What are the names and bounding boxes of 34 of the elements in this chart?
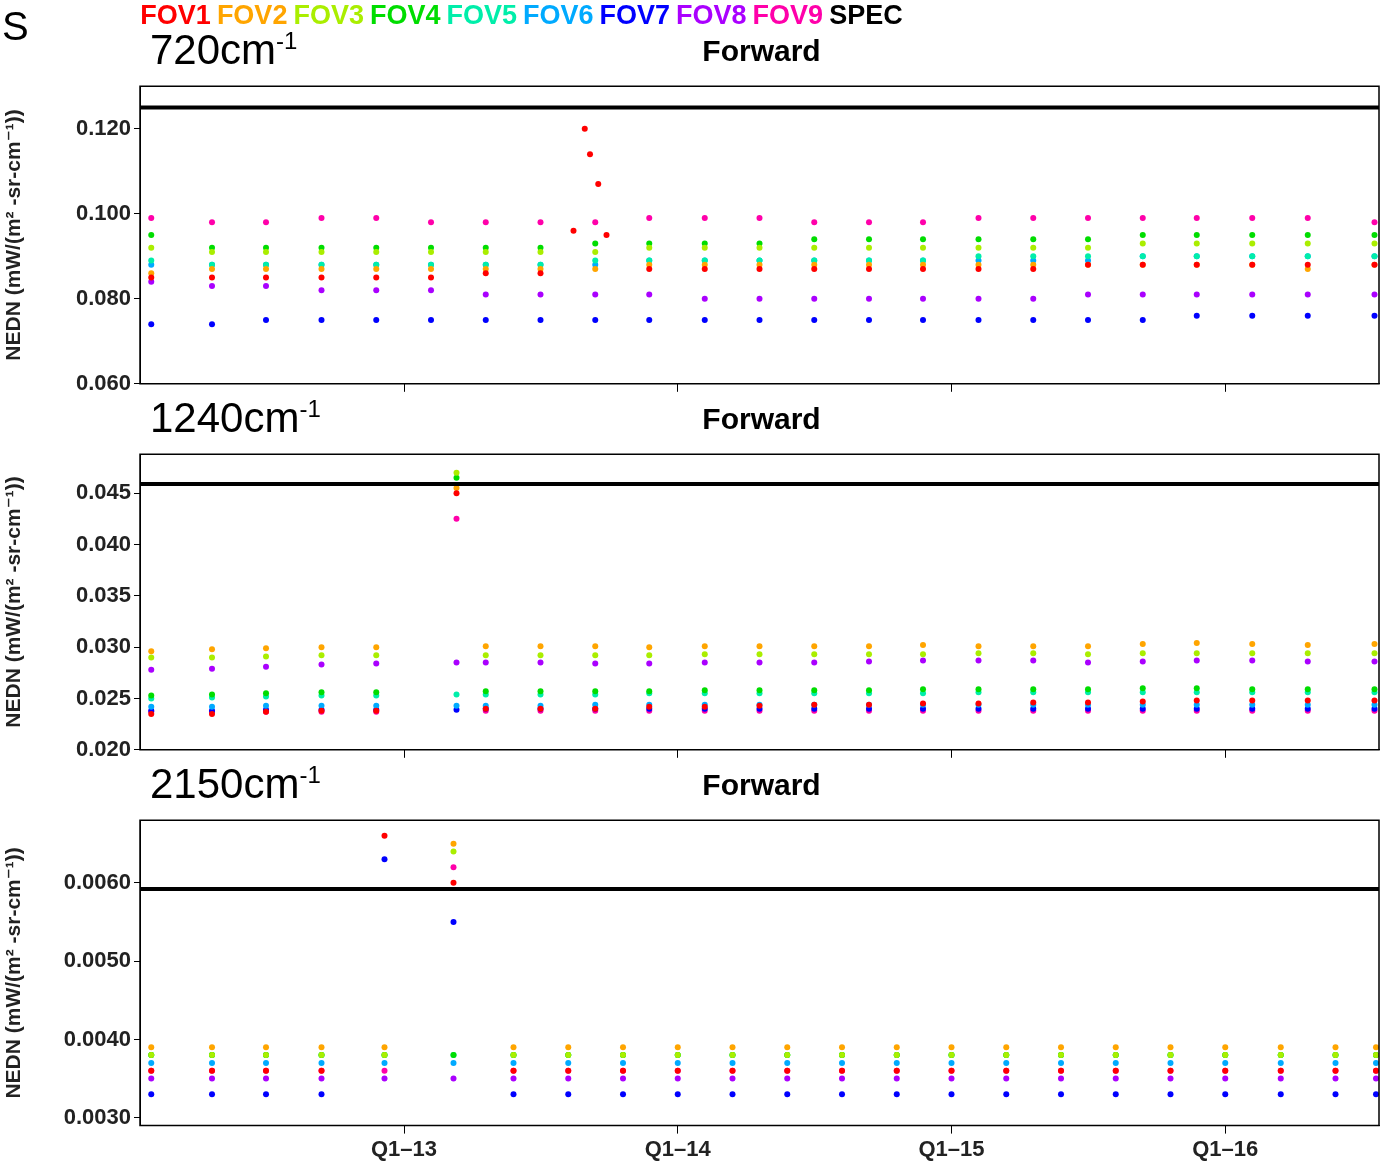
y-axis-title: NEDN (mW/(m² -sr-cm⁻¹)) xyxy=(1,476,25,728)
y-tick-label: 0.020 xyxy=(75,735,131,761)
text: S xyxy=(2,4,29,49)
x-tick-label: Q1–16 xyxy=(1192,1135,1259,1161)
y-tick-label: 0.0040 xyxy=(63,1025,131,1051)
y-tick-label: 0.040 xyxy=(75,530,131,556)
text: FOV9 xyxy=(752,0,824,32)
chart-title: Forward xyxy=(702,402,821,435)
y-tick-label: 0.060 xyxy=(75,369,131,395)
y-axis-title: NEDN (mW/(m² -sr-cm⁻¹)) xyxy=(1,847,25,1099)
x-tick-label: Q1–14 xyxy=(644,1135,712,1161)
x-tick-label: Q1–15 xyxy=(918,1135,985,1161)
chart-subtitle: 2150cm$^{-1}$ xyxy=(150,760,321,808)
text: FOV8 xyxy=(676,0,747,32)
y-tick-label: 0.0060 xyxy=(63,868,131,894)
y-tick-label: 0.035 xyxy=(75,581,131,607)
y-tick-label: 0.045 xyxy=(75,479,131,505)
y-tick-label: 0.0030 xyxy=(63,1103,131,1129)
y-tick-label: 0.100 xyxy=(75,199,131,225)
text: FOV5 xyxy=(446,0,517,32)
text: FOV7 xyxy=(599,0,671,32)
text: FOV6 xyxy=(523,0,594,32)
chart-title: Forward xyxy=(702,34,821,67)
y-tick-label: 0.030 xyxy=(75,633,131,659)
ref-line-label: SPEC xyxy=(829,0,903,32)
chart-title: Forward xyxy=(702,768,821,801)
chart-subtitle: 1240cm$^{-1}$ xyxy=(150,394,321,442)
x-tick-label: Q1–13 xyxy=(370,1135,438,1161)
y-tick-label: 0.025 xyxy=(75,684,131,710)
y-tick-label: 0.080 xyxy=(75,284,131,310)
y-tick-label: 0.120 xyxy=(75,114,131,140)
y-tick-label: 0.0050 xyxy=(63,947,131,973)
text: FOV4 xyxy=(369,0,441,32)
y-axis-title: NEDN (mW/(m² -sr-cm⁻¹)) xyxy=(1,109,25,361)
